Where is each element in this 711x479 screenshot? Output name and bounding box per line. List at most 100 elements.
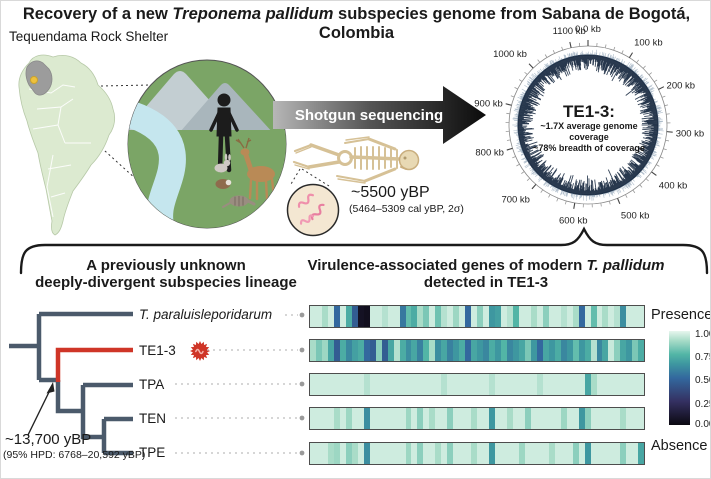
heatmap-cell — [321, 306, 328, 327]
heatmap-cell — [363, 340, 370, 361]
heatmap-cell — [608, 340, 615, 361]
circular-genome-coverage-plot: 0.0 kb 100 kb 200 kb 300 kb 400 kb 500 kb 600 … — [474, 24, 704, 227]
heatmap-cell — [441, 374, 448, 395]
heatmap-cell — [554, 340, 561, 361]
genome-tick-label: 1100 kb — [553, 26, 586, 37]
heatmap-cell — [315, 340, 322, 361]
heatmap-cell — [345, 306, 352, 327]
heatmap-cell — [524, 340, 531, 361]
heatmap-cell — [411, 340, 418, 361]
legend-absence-label: Absence — [651, 438, 708, 454]
divergence-hpd: (95% HPD: 6768–20,592 yBP) — [3, 449, 146, 461]
heatmap-cell — [489, 340, 496, 361]
heatmap-row-tpa — [309, 373, 645, 396]
tree-branches — [9, 311, 133, 456]
armadillo-silhouette — [222, 195, 256, 208]
phylogeny-heading-line2: deeply-divergent subspecies lineage — [35, 274, 297, 291]
heatmap-cell — [363, 443, 370, 464]
heatmap-cell — [357, 340, 364, 361]
heatmap-cell — [423, 443, 430, 464]
heatmap-cell — [596, 443, 603, 464]
heatmap-cell — [602, 340, 609, 361]
heatmap-cell — [315, 408, 322, 429]
taxon-label-paraluisleporidarum: T. paraluisleporidarum — [139, 307, 273, 322]
heatmap-cell — [512, 408, 519, 429]
heatmap-cell — [429, 374, 436, 395]
heatmap-cell — [429, 443, 436, 464]
heatmap-cell — [351, 306, 358, 327]
heatmap-cell — [566, 306, 573, 327]
heatmap-cell — [447, 408, 454, 429]
heatmap-cell — [560, 408, 567, 429]
heatmap-cell — [387, 443, 394, 464]
heatmap-cell — [506, 374, 513, 395]
heatmap-cell — [327, 443, 334, 464]
pathogen-icon — [190, 341, 210, 361]
heatmap-cell — [429, 306, 436, 327]
heatmap-cell — [459, 306, 466, 327]
heatmap-cell — [405, 340, 412, 361]
heatmap-cell — [441, 340, 448, 361]
heatmap-cell — [453, 443, 460, 464]
heatmap-cell — [638, 443, 645, 464]
heatmap-cell — [423, 306, 430, 327]
heatmap-cell — [351, 340, 358, 361]
heatmap-cell — [459, 408, 466, 429]
heatmap-cell — [584, 340, 591, 361]
heatmap-cell — [333, 340, 340, 361]
heatmap-cell — [602, 443, 609, 464]
heatmap-cell — [584, 306, 591, 327]
heatmap-row-tpe — [309, 442, 645, 465]
heatmap-heading-species: T. pallidum — [586, 257, 665, 274]
heatmap-cell — [620, 306, 627, 327]
heatmap-cell — [435, 340, 442, 361]
heatmap-cell — [638, 340, 645, 361]
heatmap-cell — [536, 443, 543, 464]
phylogeny-heading-line1: A previously unknown — [86, 257, 246, 274]
heatmap-cell — [506, 306, 513, 327]
heatmap-cell — [393, 443, 400, 464]
heatmap-cell — [578, 306, 585, 327]
heatmap-panel-heading: Virulence-associated genes of modern T. … — [301, 257, 671, 291]
heatmap-cell — [501, 306, 507, 327]
heatmap-cell — [530, 306, 537, 327]
heatmap-cell — [614, 443, 621, 464]
heatmap-cell — [357, 306, 364, 327]
heatmap-cell — [423, 340, 430, 361]
heatmap-cell — [495, 306, 501, 327]
heatmap-cell — [405, 306, 412, 327]
heatmap-cell — [369, 408, 376, 429]
heatmap-cell — [453, 306, 460, 327]
heatmap-cell — [369, 340, 376, 361]
heatmap-cell — [393, 374, 400, 395]
heatmap-cell — [536, 374, 543, 395]
heatmap-cell — [357, 374, 364, 395]
heatmap-cell — [351, 374, 358, 395]
heatmap-cell — [447, 374, 454, 395]
heatmap-cell — [506, 408, 513, 429]
heatmap-cell — [417, 408, 424, 429]
heatmap-cell — [572, 340, 579, 361]
heatmap-cell — [381, 306, 388, 327]
heatmap-cell — [471, 408, 478, 429]
heatmap-heading-line1: Virulence-associated genes of modern T. … — [301, 257, 671, 274]
heatmap-cell — [548, 374, 555, 395]
heatmap-cell — [447, 340, 454, 361]
heatmap-cell — [542, 408, 549, 429]
heatmap-cell — [339, 340, 346, 361]
heatmap-cell — [357, 443, 364, 464]
title-species-italic: Treponema pallidum — [172, 5, 334, 23]
genome-tick-label: 900 kb — [474, 99, 503, 110]
heatmap-cell — [506, 443, 513, 464]
heatmap-cell — [501, 408, 507, 429]
heatmap-cell — [447, 306, 454, 327]
arrow-label: Shotgun sequencing — [295, 107, 443, 124]
heatmap-cell — [578, 443, 585, 464]
heatmap-cell — [638, 374, 645, 395]
heatmap-cell — [626, 340, 633, 361]
genome-sample-name: TE1-3: — [563, 102, 615, 121]
heatmap-cell — [512, 306, 519, 327]
site-marker-dot — [30, 76, 38, 84]
heatmap-cell — [560, 374, 567, 395]
heatmap-cell — [477, 340, 484, 361]
